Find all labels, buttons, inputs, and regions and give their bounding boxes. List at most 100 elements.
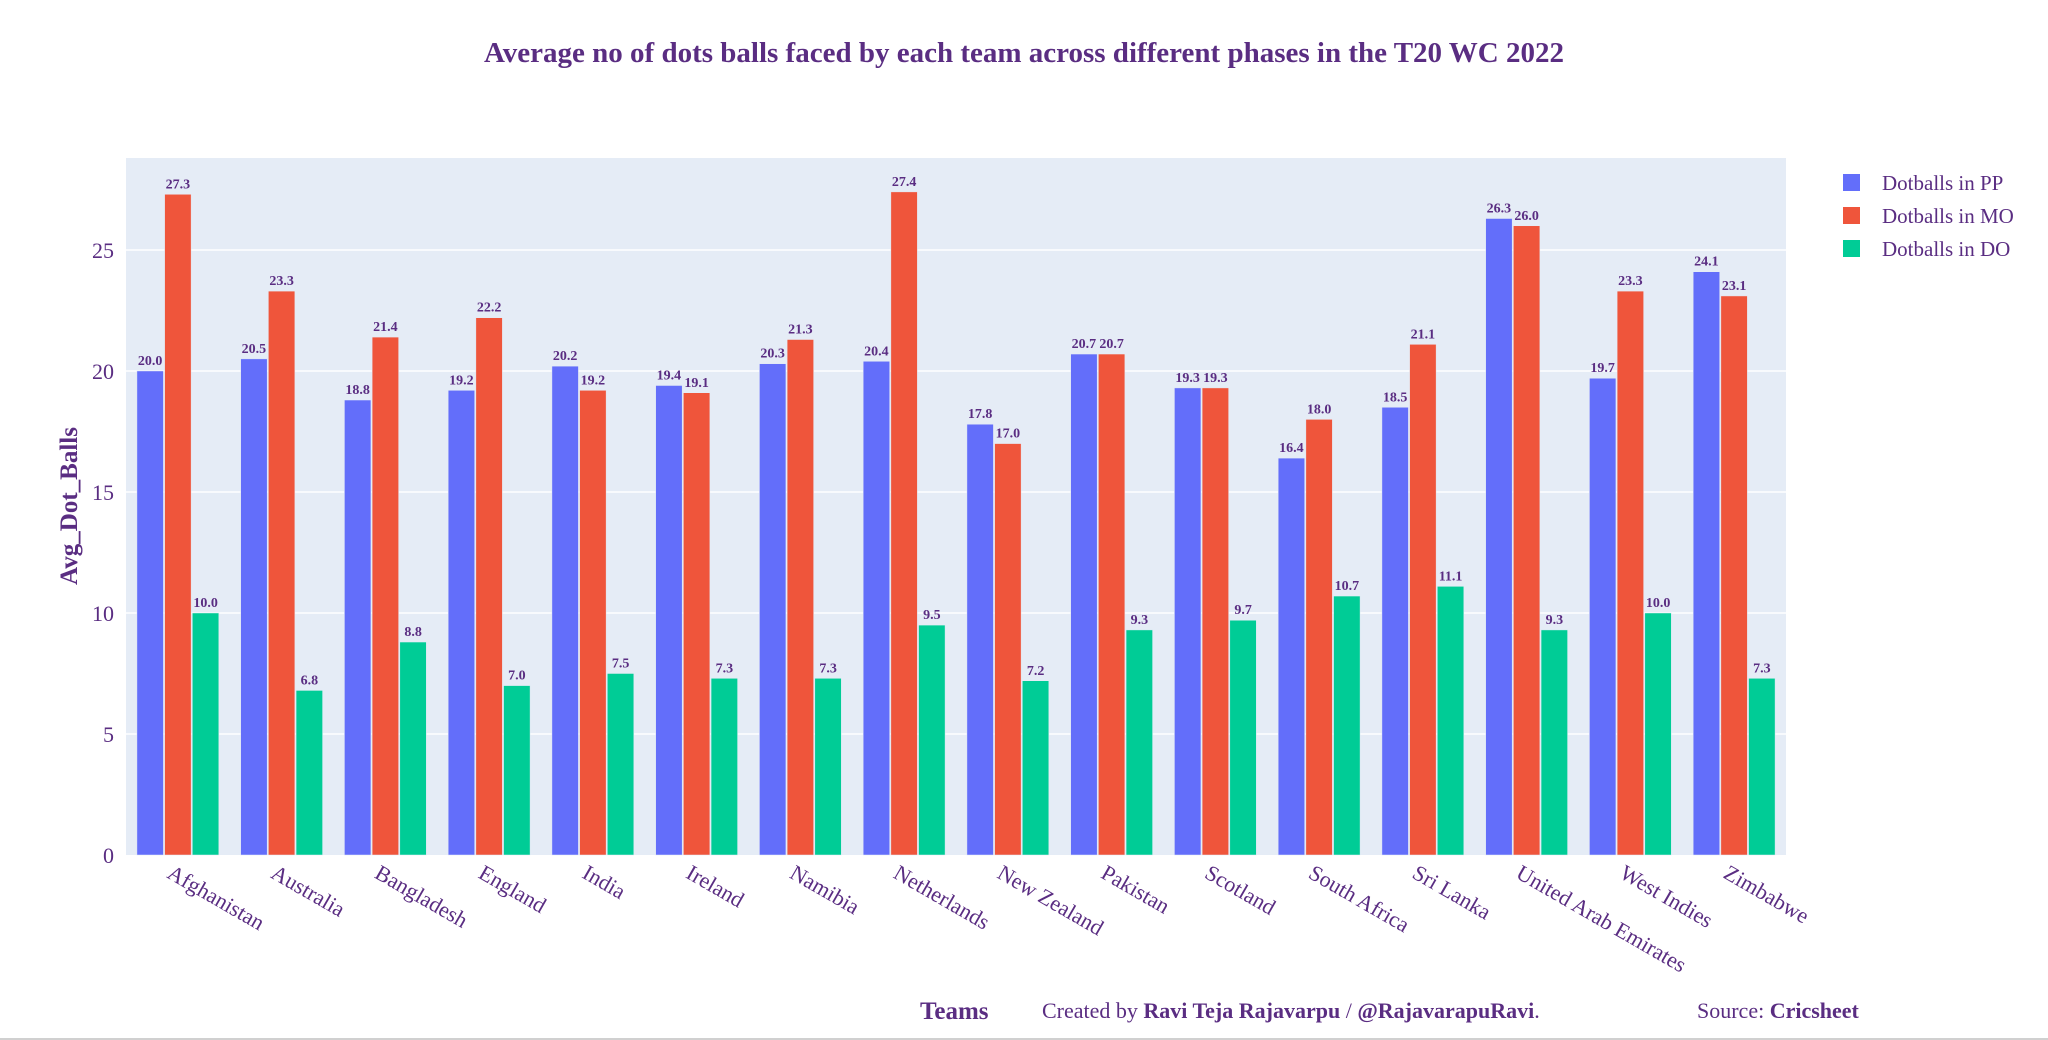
- bar-value-label: 17.8: [968, 407, 993, 422]
- bar-dotballs-in-do[interactable]: [192, 612, 220, 856]
- legend-item-label[interactable]: Dotballs in DO: [1882, 237, 2010, 261]
- bar-value-label: 9.7: [1234, 603, 1252, 618]
- bar-dotballs-in-pp[interactable]: [240, 358, 268, 856]
- bar-dotballs-in-mo[interactable]: [1616, 290, 1644, 856]
- x-axis-label-text: Teams: [920, 998, 989, 1025]
- bar-value-label: 19.7: [1590, 361, 1615, 376]
- bar-dotballs-in-mo[interactable]: [1720, 295, 1748, 856]
- source-name: Cricsheet: [1769, 998, 1859, 1023]
- bar-dotballs-in-pp[interactable]: [1381, 407, 1409, 856]
- chart-title: Average no of dots balls faced by each t…: [484, 37, 1564, 69]
- bar-dotballs-in-do[interactable]: [1022, 680, 1050, 856]
- bar-dotballs-in-do[interactable]: [918, 624, 946, 856]
- credit-author: Ravi Teja Rajavarpu: [1143, 998, 1341, 1023]
- bar-value-label: 20.7: [1072, 337, 1097, 352]
- bar-value-label: 23.3: [269, 274, 294, 289]
- bar-dotballs-in-mo[interactable]: [786, 339, 814, 856]
- bar-dotballs-in-do[interactable]: [1644, 612, 1672, 856]
- bar-dotballs-in-pp[interactable]: [1070, 353, 1098, 856]
- bar-dotballs-in-do[interactable]: [503, 685, 531, 856]
- bar-dotballs-in-pp[interactable]: [447, 390, 475, 856]
- bar-value-label: 19.1: [684, 376, 709, 391]
- bar-dotballs-in-mo[interactable]: [1409, 344, 1437, 856]
- bar-dotballs-in-pp[interactable]: [655, 385, 683, 856]
- bar-dotballs-in-pp[interactable]: [1692, 271, 1720, 856]
- bar-value-label: 10.0: [1646, 596, 1671, 611]
- x-tick-label: Sri Lanka: [1408, 860, 1495, 925]
- bar-dotballs-in-do[interactable]: [814, 678, 842, 856]
- bar-dotballs-in-mo[interactable]: [475, 317, 503, 856]
- y-tick-label: 5: [103, 722, 114, 747]
- bar-dotballs-in-mo[interactable]: [1201, 387, 1229, 856]
- bar-dotballs-in-pp[interactable]: [1174, 387, 1202, 856]
- bar-value-label: 21.1: [1411, 327, 1436, 342]
- bar-value-label: 20.7: [1099, 337, 1124, 352]
- data-labels: 20.0 27.3 10.0 20.5 23.3 6.8 18.8 21.4 8.8 19.2 22…: [138, 175, 1771, 689]
- x-tick-label: India: [578, 860, 630, 904]
- bar-value-label: 10.7: [1335, 579, 1360, 594]
- x-tick-label: Zimbabwe: [1720, 860, 1814, 929]
- bar-dotballs-in-do[interactable]: [399, 641, 427, 856]
- bar-dotballs-in-do[interactable]: [1437, 586, 1465, 856]
- bar-dotballs-in-do[interactable]: [1748, 678, 1776, 856]
- x-tick-label: Bangladesh: [371, 860, 472, 933]
- legend-swatch[interactable]: [1843, 240, 1860, 257]
- bar-value-label: 19.3: [1175, 371, 1200, 386]
- x-tick-label: England: [475, 860, 551, 918]
- bar-dotballs-in-do[interactable]: [607, 673, 635, 856]
- bar-dotballs-in-mo[interactable]: [371, 336, 399, 856]
- bar-value-label: 26.3: [1487, 202, 1512, 217]
- bar-value-label: 7.2: [1027, 664, 1045, 679]
- bar-dotballs-in-do[interactable]: [1125, 629, 1153, 856]
- bar-dotballs-in-pp[interactable]: [862, 361, 890, 856]
- credit-separator: /: [1340, 998, 1358, 1023]
- bar-dotballs-in-mo[interactable]: [683, 392, 711, 856]
- bar-dotballs-in-do[interactable]: [295, 690, 323, 856]
- x-tick-label: Afghanistan: [163, 860, 269, 935]
- bar-value-label: 17.0: [996, 427, 1021, 442]
- bar-dotballs-in-do[interactable]: [1540, 629, 1568, 856]
- credit-handle[interactable]: @RajavarapuRavi: [1357, 998, 1535, 1023]
- bar-value-label: 20.3: [760, 347, 785, 362]
- y-tick-label: 15: [92, 480, 114, 505]
- bar-value-label: 26.0: [1514, 209, 1539, 224]
- bar-dotballs-in-mo[interactable]: [994, 443, 1022, 856]
- bar-dotballs-in-mo[interactable]: [268, 290, 296, 856]
- bar-dotballs-in-mo[interactable]: [1305, 419, 1333, 856]
- bar-value-label: 19.2: [581, 373, 606, 388]
- bar-dotballs-in-pp[interactable]: [1277, 457, 1305, 856]
- bar-dotballs-in-mo[interactable]: [890, 191, 918, 856]
- bar-dotballs-in-mo[interactable]: [1513, 225, 1541, 856]
- bar-value-label: 18.0: [1307, 402, 1332, 417]
- legend-swatch[interactable]: [1843, 174, 1860, 191]
- legend-item-label[interactable]: Dotballs in MO: [1882, 204, 2014, 228]
- bar-dotballs-in-do[interactable]: [1229, 619, 1257, 856]
- bar-value-label: 27.3: [166, 177, 191, 192]
- bar-dotballs-in-pp[interactable]: [1485, 218, 1513, 856]
- legend-swatch[interactable]: [1843, 207, 1860, 224]
- bar-dotballs-in-pp[interactable]: [551, 365, 579, 856]
- bar-dotballs-in-pp[interactable]: [136, 370, 164, 856]
- bar-dotballs-in-do[interactable]: [1333, 595, 1361, 856]
- x-axis-label: Teams: [920, 998, 989, 1030]
- bottom-divider: [0, 1038, 2048, 1040]
- bar-dotballs-in-mo[interactable]: [1098, 353, 1126, 856]
- bar-dotballs-in-pp[interactable]: [1589, 377, 1617, 856]
- bar-dotballs-in-pp[interactable]: [966, 423, 994, 856]
- legend-item-label[interactable]: Dotballs in PP: [1882, 171, 2003, 195]
- x-tick-label: Pakistan: [1097, 860, 1174, 919]
- bar-value-label: 9.5: [923, 608, 941, 623]
- bar-dotballs-in-do[interactable]: [710, 678, 738, 856]
- bar-dotballs-in-pp[interactable]: [344, 399, 372, 856]
- bar-value-label: 10.0: [193, 596, 218, 611]
- x-tick-label: Netherlands: [890, 860, 995, 935]
- y-axis-label: Avg_Dot_Balls: [56, 427, 83, 585]
- bar-value-label: 9.3: [1131, 613, 1149, 628]
- x-tick-label: United Arab Emirates: [1512, 860, 1691, 978]
- bar-dotballs-in-pp[interactable]: [759, 363, 787, 856]
- bar-value-label: 16.4: [1279, 441, 1304, 456]
- bar-dotballs-in-mo[interactable]: [579, 390, 607, 856]
- bar-dotballs-in-mo[interactable]: [164, 194, 192, 856]
- legend[interactable]: Dotballs in PP Dotballs in MO Dotballs in …: [1843, 171, 2014, 261]
